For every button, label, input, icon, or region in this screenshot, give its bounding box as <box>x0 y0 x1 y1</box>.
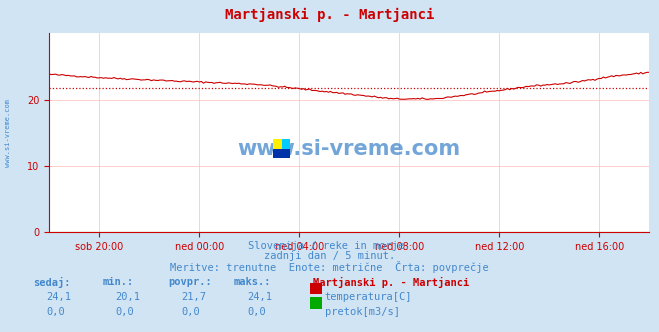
Text: temperatura[C]: temperatura[C] <box>325 292 413 302</box>
Text: 0,0: 0,0 <box>247 307 266 317</box>
Bar <box>273 139 282 148</box>
Bar <box>282 139 290 148</box>
Text: sedaj:: sedaj: <box>33 277 71 288</box>
Text: 0,0: 0,0 <box>181 307 200 317</box>
Text: www.si-vreme.com: www.si-vreme.com <box>238 139 461 159</box>
Text: pretok[m3/s]: pretok[m3/s] <box>325 307 400 317</box>
Text: 0,0: 0,0 <box>46 307 65 317</box>
Text: 24,1: 24,1 <box>247 292 272 302</box>
Text: maks.:: maks.: <box>234 277 272 287</box>
Text: Martjanski p. - Martjanci: Martjanski p. - Martjanci <box>225 8 434 23</box>
Text: 21,7: 21,7 <box>181 292 206 302</box>
Text: Martjanski p. - Martjanci: Martjanski p. - Martjanci <box>313 277 469 288</box>
Text: www.si-vreme.com: www.si-vreme.com <box>5 99 11 167</box>
Text: 24,1: 24,1 <box>46 292 71 302</box>
Text: min.:: min.: <box>102 277 133 287</box>
Text: Meritve: trenutne  Enote: metrične  Črta: povprečje: Meritve: trenutne Enote: metrične Črta: … <box>170 261 489 273</box>
Text: Slovenija / reke in morje.: Slovenija / reke in morje. <box>248 241 411 251</box>
Text: povpr.:: povpr.: <box>168 277 212 287</box>
Text: 20,1: 20,1 <box>115 292 140 302</box>
Text: zadnji dan / 5 minut.: zadnji dan / 5 minut. <box>264 251 395 261</box>
Text: 0,0: 0,0 <box>115 307 134 317</box>
Bar <box>273 148 290 158</box>
